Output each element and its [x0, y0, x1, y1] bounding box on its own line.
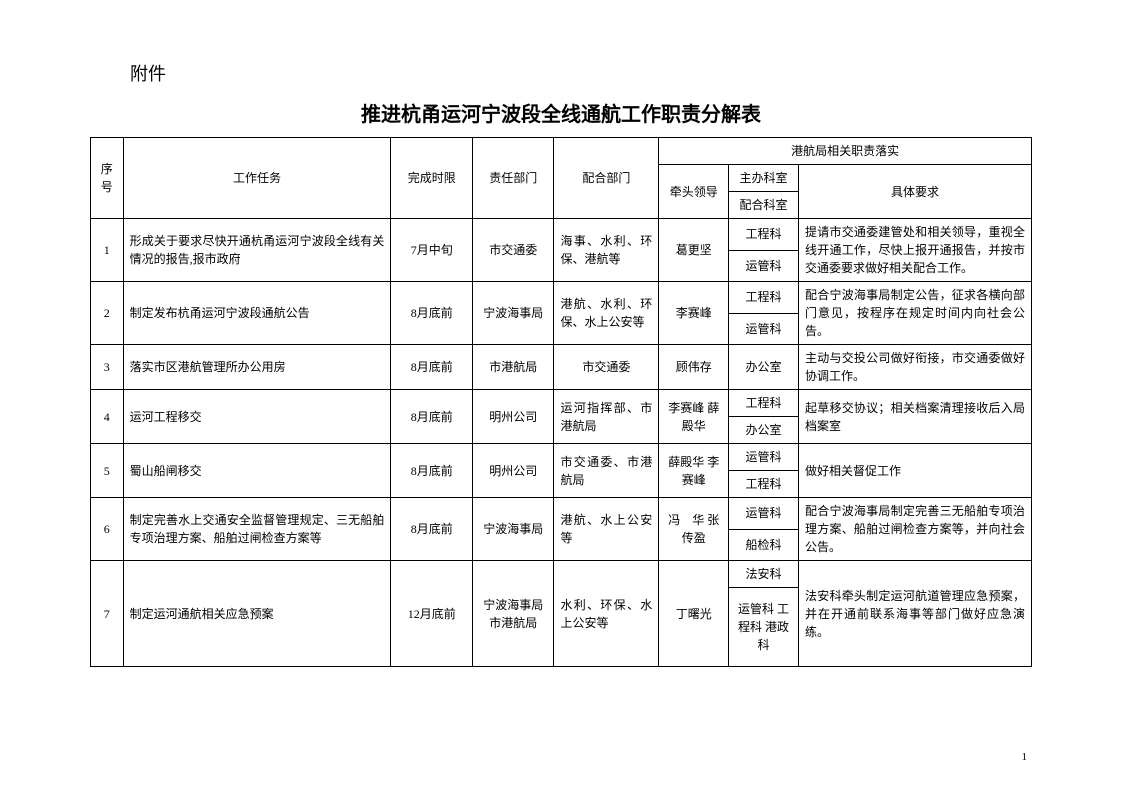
- cell-seq: 3: [91, 345, 124, 390]
- cell-coop: 市交通委: [554, 345, 659, 390]
- cell-dept: 宁波海事局: [472, 498, 554, 561]
- cell-task: 运河工程移交: [123, 390, 391, 444]
- cell-coop: 运河指挥部、市港航局: [554, 390, 659, 444]
- cell-detail: 配合宁波海事局制定完善三无船舶专项治理方案、船舶过闸检查方案等，并向社会公告。: [798, 498, 1031, 561]
- header-task: 工作任务: [123, 138, 391, 219]
- cell-task: 蜀山船闸移交: [123, 444, 391, 498]
- cell-leader: 冯 华 张传盈: [659, 498, 729, 561]
- cell-main-office: 工程科: [729, 282, 799, 314]
- cell-dept: 明州公司: [472, 390, 554, 444]
- cell-leader: 李赛峰: [659, 282, 729, 345]
- cell-seq: 1: [91, 219, 124, 282]
- table-row: 5 蜀山船闸移交 8月底前 明州公司 市交通委、市港航局 薛殿华 李赛峰 运管科…: [91, 444, 1032, 471]
- cell-dept: 市交通委: [472, 219, 554, 282]
- cell-seq: 4: [91, 390, 124, 444]
- cell-task: 落实市区港航管理所办公用房: [123, 345, 391, 390]
- cell-deadline: 8月底前: [391, 345, 473, 390]
- attachment-label: 附件: [130, 60, 1032, 86]
- cell-leader: 薛殿华 李赛峰: [659, 444, 729, 498]
- cell-leader: 葛更坚: [659, 219, 729, 282]
- cell-coop: 港航、水上公安等: [554, 498, 659, 561]
- cell-dept: 宁波海事局: [472, 282, 554, 345]
- header-leader: 牵头领导: [659, 165, 729, 219]
- table-header-row: 序号 工作任务 完成时限 责任部门 配合部门 港航局相关职责落实: [91, 138, 1032, 165]
- cell-coop-office: 运管科: [729, 313, 799, 345]
- header-detail: 具体要求: [798, 165, 1031, 219]
- cell-deadline: 8月底前: [391, 390, 473, 444]
- responsibility-table: 序号 工作任务 完成时限 责任部门 配合部门 港航局相关职责落实 牵头领导 主办…: [90, 137, 1032, 667]
- cell-deadline: 12月底前: [391, 561, 473, 667]
- cell-detail: 配合宁波海事局制定公告，征求各横向部门意见，按程序在规定时间内向社会公告。: [798, 282, 1031, 345]
- cell-detail: 起草移交协议；相关档案清理接收后入局档案室: [798, 390, 1031, 444]
- cell-detail: 法安科牵头制定运河航道管理应急预案，并在开通前联系海事等部门做好应急演练。: [798, 561, 1031, 667]
- cell-deadline: 8月底前: [391, 282, 473, 345]
- cell-coop: 水利、环保、水上公安等: [554, 561, 659, 667]
- table-row: 7 制定运河通航相关应急预案 12月底前 宁波海事局 市港航局 水利、环保、水上…: [91, 561, 1032, 588]
- cell-coop: 海事、水利、环保、港航等: [554, 219, 659, 282]
- page-title: 推进杭甬运河宁波段全线通航工作职责分解表: [90, 98, 1032, 127]
- table-row: 4 运河工程移交 8月底前 明州公司 运河指挥部、市港航局 李赛峰 薛殿华 工程…: [91, 390, 1032, 417]
- cell-task: 制定完善水上交通安全监督管理规定、三无船舶专项治理方案、船舶过闸检查方案等: [123, 498, 391, 561]
- table-row: 2 制定发布杭甬运河宁波段通航公告 8月底前 宁波海事局 港航、水利、环保、水上…: [91, 282, 1032, 314]
- cell-dept: 市港航局: [472, 345, 554, 390]
- cell-coop: 港航、水利、环保、水上公安等: [554, 282, 659, 345]
- header-seq: 序号: [91, 138, 124, 219]
- cell-task: 制定运河通航相关应急预案: [123, 561, 391, 667]
- cell-task: 制定发布杭甬运河宁波段通航公告: [123, 282, 391, 345]
- header-deadline: 完成时限: [391, 138, 473, 219]
- cell-main-office: 办公室: [729, 345, 799, 390]
- cell-dept: 宁波海事局 市港航局: [472, 561, 554, 667]
- cell-detail: 提请市交通委建管处和相关领导，重视全线开通工作，尽快上报开通报告，并按市交通委要…: [798, 219, 1031, 282]
- cell-main-office: 运管科: [729, 444, 799, 471]
- cell-main-office: 运管科: [729, 498, 799, 530]
- cell-seq: 5: [91, 444, 124, 498]
- cell-seq: 6: [91, 498, 124, 561]
- cell-deadline: 8月底前: [391, 444, 473, 498]
- cell-leader: 丁曙光: [659, 561, 729, 667]
- cell-leader: 顾伟存: [659, 345, 729, 390]
- cell-main-office: 工程科: [729, 219, 799, 251]
- header-coop-office: 配合科室: [729, 192, 799, 219]
- table-row: 6 制定完善水上交通安全监督管理规定、三无船舶专项治理方案、船舶过闸检查方案等 …: [91, 498, 1032, 530]
- cell-task: 形成关于要求尽快开通杭甬运河宁波段全线有关情况的报告,报市政府: [123, 219, 391, 282]
- table-row: 1 形成关于要求尽快开通杭甬运河宁波段全线有关情况的报告,报市政府 7月中旬 市…: [91, 219, 1032, 251]
- cell-coop-office: 工程科: [729, 471, 799, 498]
- cell-main-office: 工程科: [729, 390, 799, 417]
- header-main-office: 主办科室: [729, 165, 799, 192]
- cell-coop-office: 办公室: [729, 417, 799, 444]
- cell-detail: 做好相关督促工作: [798, 444, 1031, 498]
- cell-dept: 明州公司: [472, 444, 554, 498]
- header-dept: 责任部门: [472, 138, 554, 219]
- cell-seq: 2: [91, 282, 124, 345]
- cell-coop-office: 船检科: [729, 529, 799, 561]
- cell-deadline: 7月中旬: [391, 219, 473, 282]
- table-row: 3 落实市区港航管理所办公用房 8月底前 市港航局 市交通委 顾伟存 办公室 主…: [91, 345, 1032, 390]
- cell-coop: 市交通委、市港航局: [554, 444, 659, 498]
- header-coop: 配合部门: [554, 138, 659, 219]
- cell-main-office: 法安科: [729, 561, 799, 588]
- cell-leader: 李赛峰 薛殿华: [659, 390, 729, 444]
- cell-detail: 主动与交投公司做好衔接，市交通委做好协调工作。: [798, 345, 1031, 390]
- cell-coop-office: 运管科 工程科 港政科: [729, 588, 799, 667]
- page-number: 1: [1022, 751, 1028, 763]
- cell-deadline: 8月底前: [391, 498, 473, 561]
- header-port: 港航局相关职责落实: [659, 138, 1032, 165]
- cell-seq: 7: [91, 561, 124, 667]
- cell-coop-office: 运管科: [729, 250, 799, 282]
